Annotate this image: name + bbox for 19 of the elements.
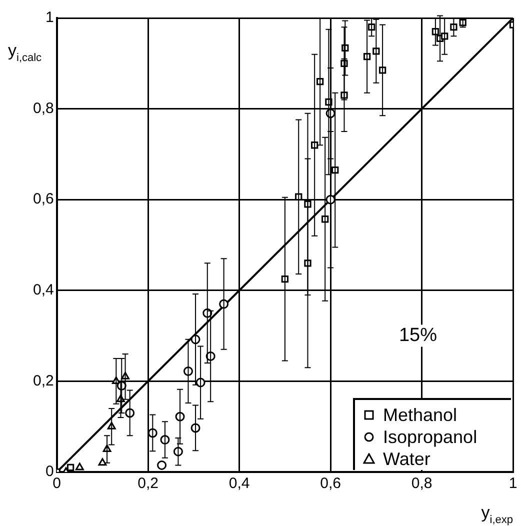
x-tick-label: 0,8 [411, 475, 432, 492]
point [157, 460, 167, 470]
x-tick-label: 0,6 [320, 475, 341, 492]
legend-label: Methanol [383, 404, 458, 426]
x-tick-label: 0,2 [138, 475, 159, 492]
x-tick-label: 0,4 [228, 475, 250, 492]
y-tick-label: 1 [46, 9, 54, 26]
y-tick-label: 0 [46, 463, 54, 480]
annotation: 15% [398, 325, 438, 346]
y-tick-label: 0,8 [32, 100, 54, 117]
point [98, 458, 107, 466]
x-tick-label: 1 [508, 475, 518, 492]
point [66, 464, 74, 472]
y-tick-label: 0,2 [32, 372, 54, 390]
point [75, 462, 84, 470]
y-tick-label: 0,6 [32, 190, 54, 208]
legend-label: Isopropanol [383, 426, 478, 448]
y-tick-label: 0,4 [32, 282, 54, 299]
legend-label: Water [383, 448, 430, 470]
